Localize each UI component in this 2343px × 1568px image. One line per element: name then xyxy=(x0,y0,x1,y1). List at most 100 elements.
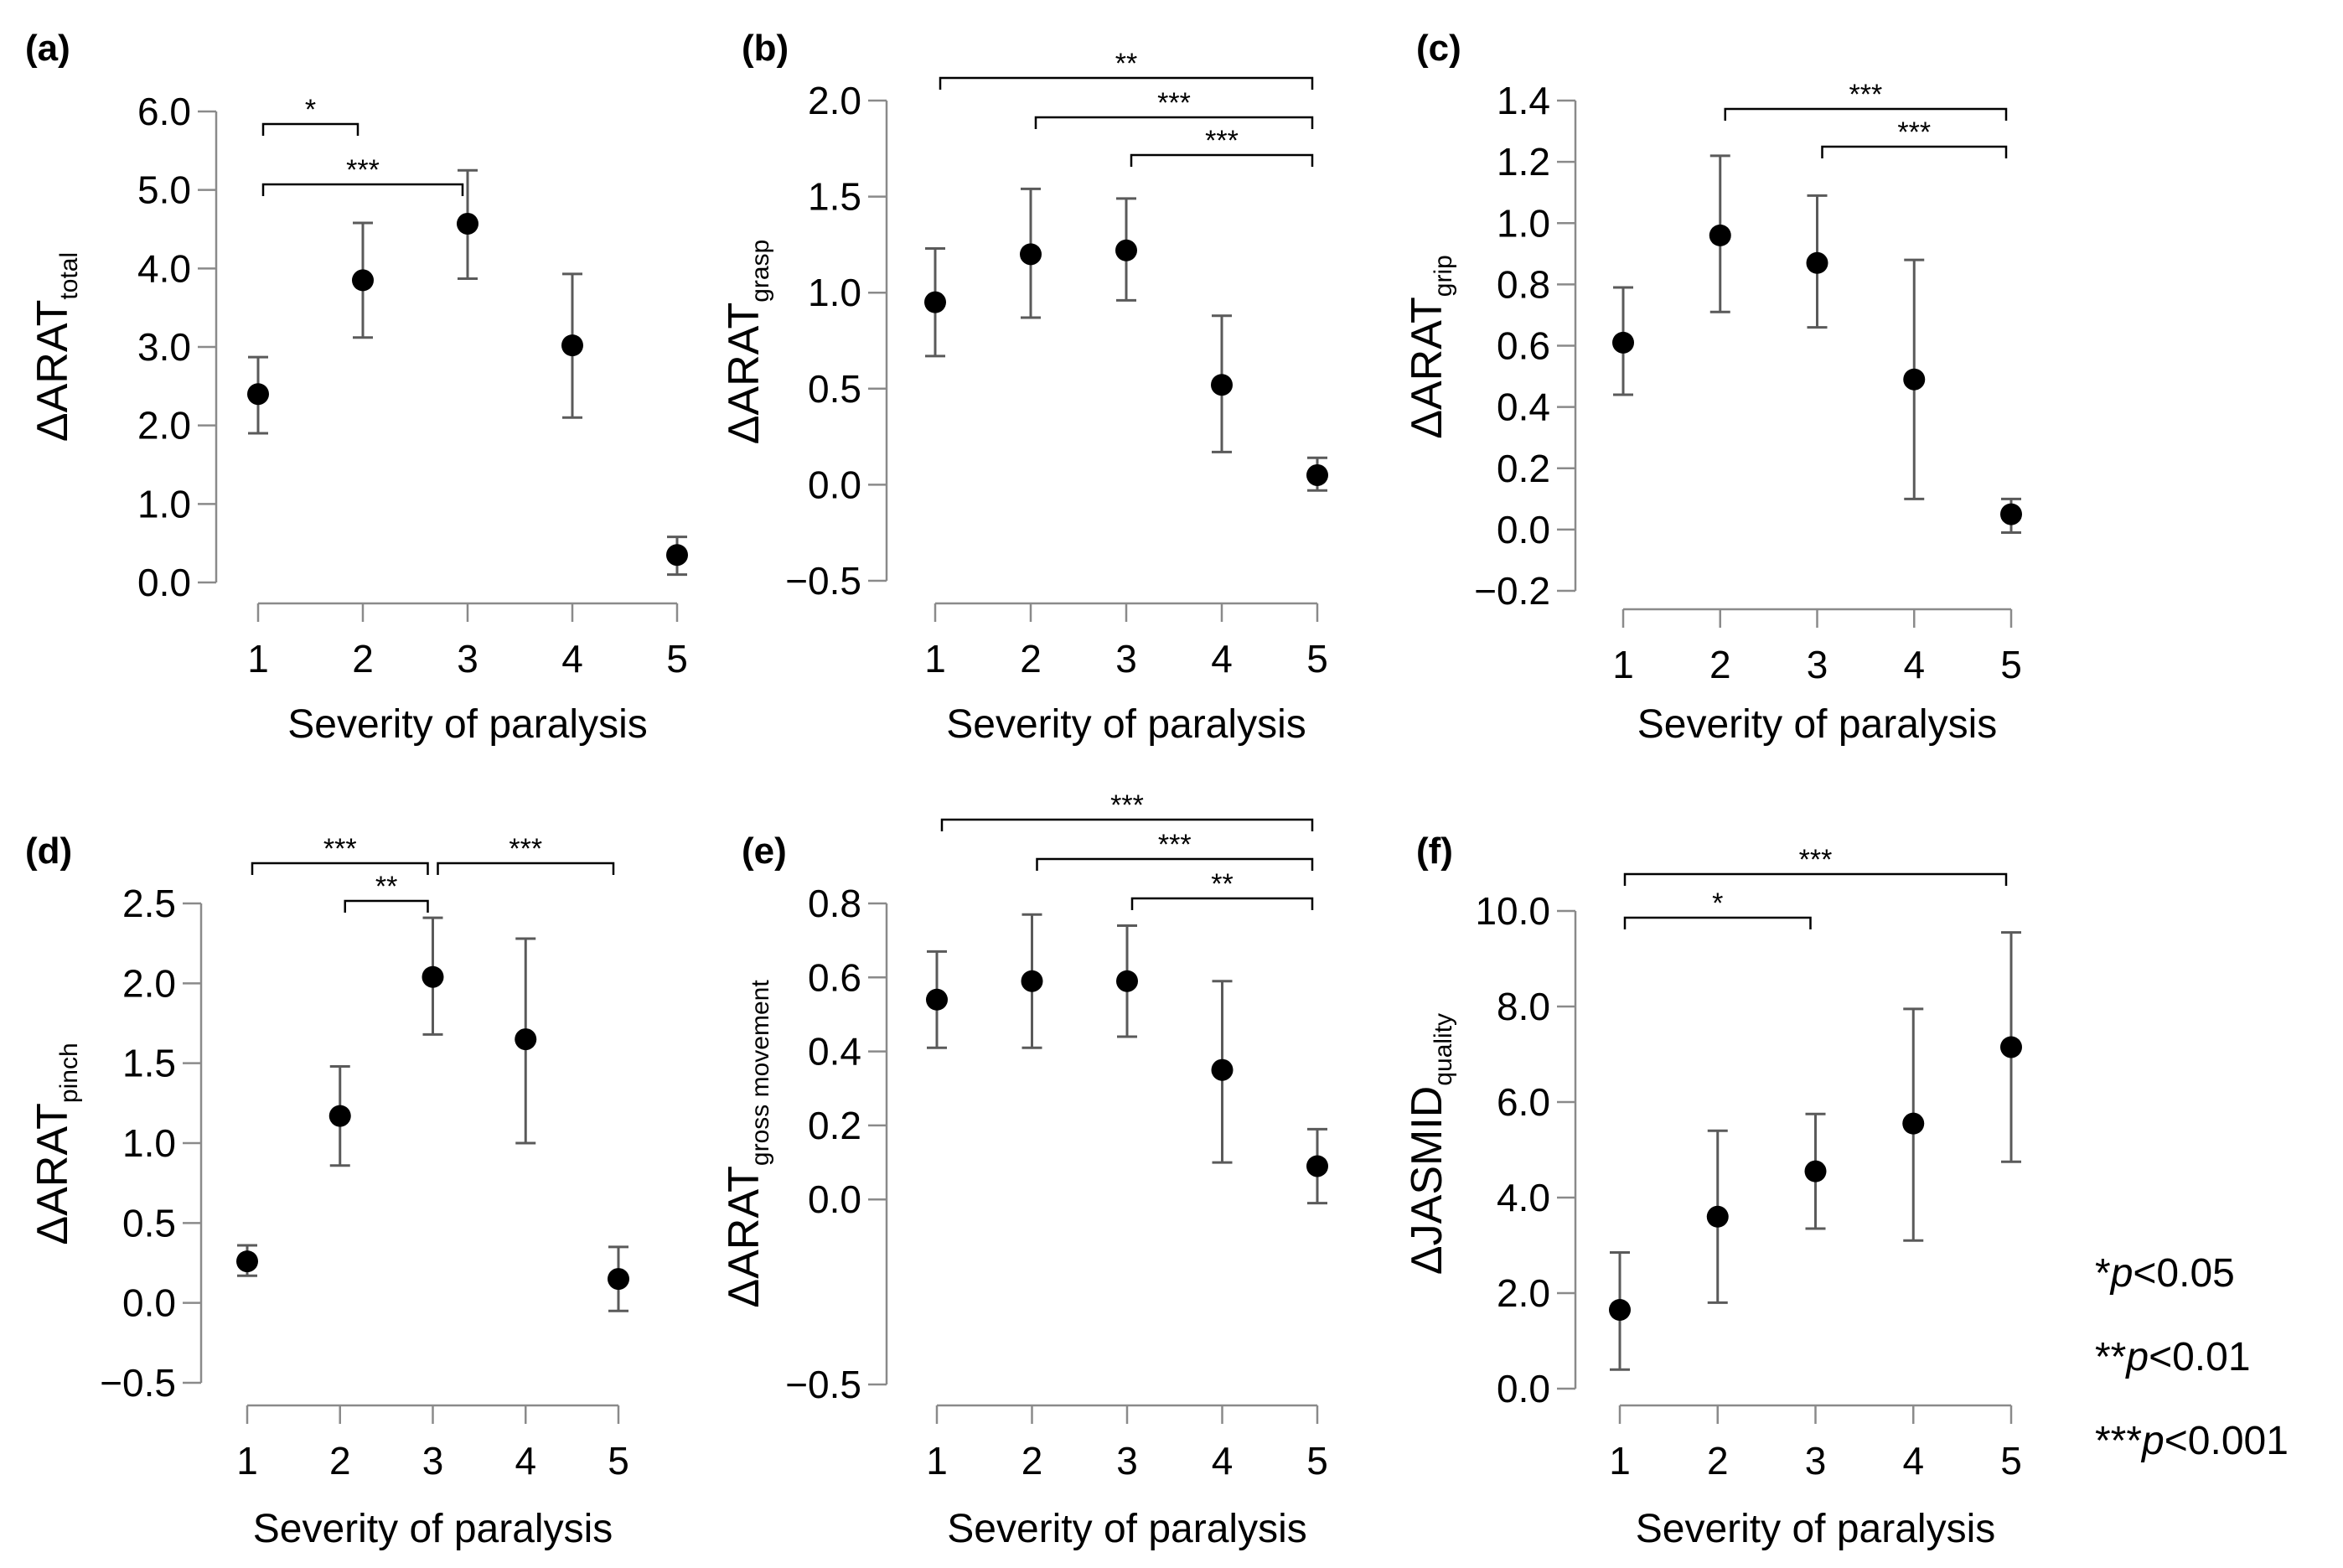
data-point xyxy=(924,291,946,313)
y-tick-label: 1.2 xyxy=(1497,140,1550,184)
significance-stars: *** xyxy=(509,833,542,865)
y-axis-title-subscript: grip xyxy=(1430,255,1457,297)
x-tick-label: 4 xyxy=(1211,637,1233,681)
data-point xyxy=(1306,463,1328,486)
x-tick-label: 4 xyxy=(561,637,583,681)
panel-c: (c) −0.2 0.0 0.2 0.4 0.6 0.8 1.0 1.2 1.4 1 2 3 4 5Seve… xyxy=(1403,28,2022,747)
x-tick-label: 3 xyxy=(422,1439,444,1483)
data-point xyxy=(1709,224,1731,246)
y-axis-title-main: ΔJASMID xyxy=(1403,1086,1451,1275)
significance-legend: *p<0.05 **p<0.01 ***p<0.001 xyxy=(2095,1251,2289,1463)
y-tick-label: 0.5 xyxy=(122,1201,176,1245)
data-point xyxy=(1706,1205,1729,1228)
data-point xyxy=(1903,368,1926,391)
y-tick-label: 2.0 xyxy=(137,404,191,448)
x-tick-label: 3 xyxy=(457,637,478,681)
y-tick-label: 3.0 xyxy=(137,325,191,369)
significance-bracket xyxy=(1130,153,1314,167)
significance-stars: *** xyxy=(323,833,357,865)
significance-bracket xyxy=(1034,116,1314,129)
data-point xyxy=(236,1250,258,1273)
data-point xyxy=(1211,1058,1234,1081)
data-point xyxy=(247,383,269,406)
x-tick-label: 1 xyxy=(247,637,269,681)
significance-stars: ** xyxy=(375,871,397,903)
data-point xyxy=(352,269,374,292)
x-axis-title: Severity of paralysis xyxy=(1636,1507,1996,1551)
panel-label: (f) xyxy=(1416,831,1453,872)
y-tick-label: 0.0 xyxy=(122,1281,176,1325)
y-axis-title-main: ΔARAT xyxy=(28,1103,77,1245)
y-tick-label: 1.0 xyxy=(122,1121,176,1165)
y-axis-title: ΔARATtotal xyxy=(28,252,83,442)
y-tick-label: 1.0 xyxy=(1497,201,1550,245)
significance-stars: * xyxy=(305,94,316,126)
panel-label: (e) xyxy=(742,831,787,872)
significance-stars: *** xyxy=(1157,87,1191,119)
panel-label: (d) xyxy=(25,831,72,872)
y-axis-title-main: ΔARAT xyxy=(28,300,77,442)
panel-d: (d) −0.5 0.0 0.5 1.0 1.5 2.0 2.5 1 2 3 4 5 Severity o… xyxy=(25,831,629,1551)
significance-bracket xyxy=(1130,897,1314,910)
significance-stars: *** xyxy=(346,154,380,186)
y-axis-title-subscript: total xyxy=(55,252,83,300)
x-tick-label: 1 xyxy=(1609,1439,1631,1483)
y-tick-label: 0.2 xyxy=(808,1104,861,1147)
x-tick-label: 1 xyxy=(926,1439,948,1483)
significance-bracket xyxy=(1623,916,1812,929)
data-point xyxy=(2000,1036,2022,1058)
y-tick-label: 4.0 xyxy=(137,246,191,290)
significance-bracket xyxy=(251,862,429,875)
data-point xyxy=(1116,970,1138,992)
y-tick-label: 0.4 xyxy=(808,1030,861,1074)
x-tick-label: 2 xyxy=(352,637,374,681)
y-tick-label: 10.0 xyxy=(1475,889,1550,933)
significance-stars: ** xyxy=(1211,868,1233,900)
panel-label: (b) xyxy=(742,28,789,69)
x-tick-label: 5 xyxy=(608,1439,629,1483)
y-tick-label: 0.0 xyxy=(137,561,191,604)
y-tick-label: 1.0 xyxy=(137,482,191,525)
y-tick-label: 2.0 xyxy=(1497,1271,1550,1315)
y-axis-title: ΔARATpinch xyxy=(28,1043,83,1245)
y-axis-title-main: ΔARAT xyxy=(1403,297,1451,439)
data-point xyxy=(1115,239,1137,261)
y-tick-label: 0.2 xyxy=(1497,447,1550,490)
y-axis-title: ΔJASMIDquality xyxy=(1403,1013,1457,1275)
significance-stars: *** xyxy=(1799,844,1833,876)
x-tick-label: 2 xyxy=(1022,1439,1043,1483)
legend-item-3: ***p<0.001 xyxy=(2095,1419,2289,1463)
panel-e: (e) −0.5 0.0 0.2 0.4 0.6 0.8 1 2 3 4 5 Severity of p… xyxy=(720,789,1328,1551)
y-tick-label: 6.0 xyxy=(1497,1080,1550,1124)
y-tick-label: 4.0 xyxy=(1497,1176,1550,1219)
data-point xyxy=(2000,503,2022,525)
x-tick-label: 2 xyxy=(1020,637,1042,681)
panel-label: (c) xyxy=(1416,28,1461,69)
y-tick-label: 1.5 xyxy=(122,1042,176,1085)
significance-bracket xyxy=(1623,872,2008,886)
y-tick-label: 6.0 xyxy=(137,90,191,133)
y-axis-title-subscript: grasp xyxy=(747,240,774,303)
data-point xyxy=(666,544,688,567)
y-tick-label: 2.0 xyxy=(808,79,861,122)
y-tick-label: 0.0 xyxy=(808,463,861,506)
x-tick-label: 4 xyxy=(1902,1439,1924,1483)
significance-bracket xyxy=(939,76,1314,90)
y-tick-label: 0.5 xyxy=(808,367,861,411)
y-tick-label: 2.0 xyxy=(122,961,176,1005)
y-axis-title: ΔARATgross movement xyxy=(720,980,774,1308)
x-tick-label: 5 xyxy=(2000,1439,2022,1483)
data-point xyxy=(561,334,583,357)
y-tick-label: 2.5 xyxy=(122,882,176,925)
y-tick-label: −0.5 xyxy=(785,1363,861,1406)
y-tick-label: 0.0 xyxy=(1497,1367,1550,1410)
data-point xyxy=(1609,1298,1631,1321)
significance-bracket xyxy=(437,862,615,875)
x-tick-label: 3 xyxy=(1805,1439,1827,1483)
data-point xyxy=(328,1105,351,1127)
y-axis-title-subscript: pinch xyxy=(55,1043,83,1103)
y-axis-title-main: ΔARAT xyxy=(720,303,768,445)
significance-bracket xyxy=(1724,107,2008,121)
y-tick-label: 0.6 xyxy=(808,955,861,999)
